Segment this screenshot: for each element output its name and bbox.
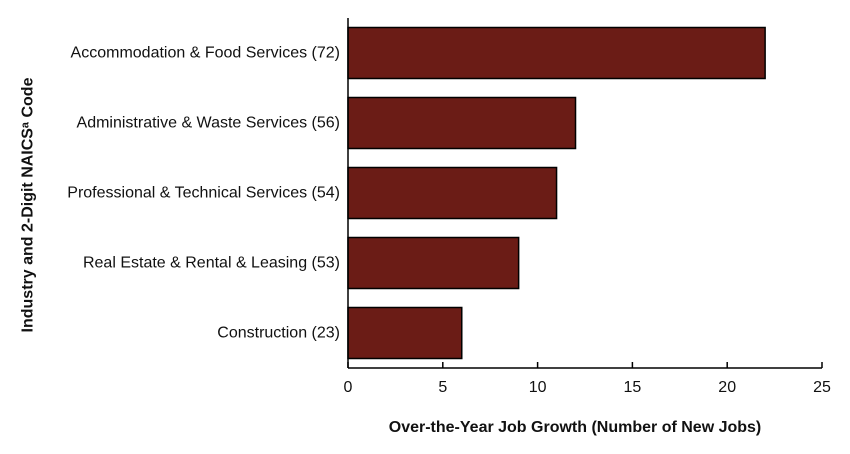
bar-5 — [347, 306, 463, 360]
category-label: Professional & Technical Services (54) — [67, 185, 340, 202]
x-tick-label: 10 — [529, 379, 547, 396]
x-ticks: 0 5 10 15 20 25 — [344, 362, 831, 396]
category-label: Real Estate & Rental & Leasing (53) — [83, 255, 340, 272]
category-label: Accommodation & Food Services (72) — [71, 45, 340, 62]
bar-4 — [347, 236, 520, 290]
category-label: Administrative & Waste Services (56) — [77, 115, 340, 132]
x-tick-label: 0 — [344, 379, 353, 396]
bar-3 — [347, 166, 558, 220]
bars-group — [347, 26, 766, 360]
category-labels: Accommodation & Food Services (72) Admini… — [67, 45, 340, 342]
bar-2 — [347, 96, 577, 150]
x-axis-title: Over-the-Year Job Growth (Number of New … — [389, 419, 762, 436]
x-tick-label: 20 — [718, 379, 736, 396]
category-label: Construction (23) — [217, 325, 340, 342]
x-tick-label: 25 — [813, 379, 831, 396]
bar-1 — [347, 26, 766, 80]
y-axis-title: Industry and 2-Digit NAICSᵃ Code — [20, 77, 37, 332]
x-tick-label: 5 — [438, 379, 447, 396]
x-tick-label: 15 — [624, 379, 642, 396]
axes-group — [347, 18, 822, 369]
